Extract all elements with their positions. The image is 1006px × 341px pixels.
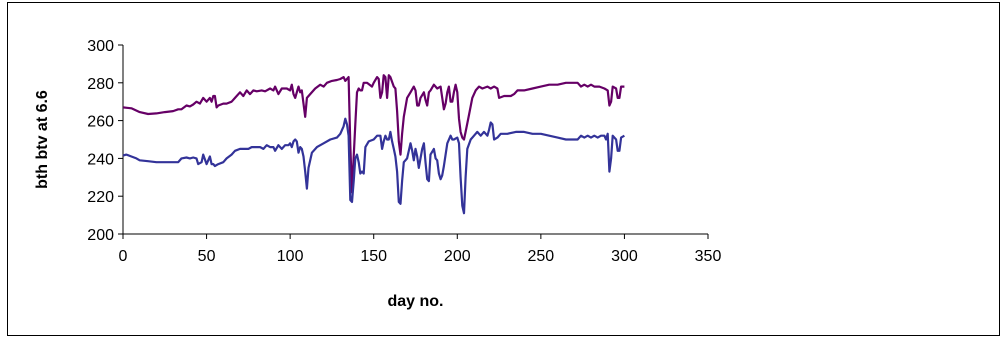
- x-tick-label: 150: [360, 248, 387, 265]
- y-tick-label: 200: [87, 227, 114, 244]
- y-tick-label: 280: [87, 76, 114, 93]
- series-line-1: [122, 74, 625, 194]
- x-tick-label: 200: [444, 248, 471, 265]
- x-tick-label: 50: [198, 248, 216, 265]
- series-line-2: [122, 117, 625, 215]
- x-tick-label: 100: [277, 248, 304, 265]
- y-tick-label: 220: [87, 189, 114, 206]
- plot-area: 200 220 240 260 280 300 0 50 100 150 200 250 300 350: [87, 38, 721, 265]
- y-tick-label: 260: [87, 114, 114, 131]
- y-tick-label: 240: [87, 151, 114, 168]
- x-tick-label: 250: [528, 248, 555, 265]
- x-tick-label: 0: [119, 248, 128, 265]
- x-axis-title: day no.: [387, 293, 443, 310]
- x-tick-label: 300: [611, 248, 638, 265]
- y-tick-label: 300: [87, 38, 114, 55]
- y-axis-title: bth btv at 6.6: [34, 90, 51, 189]
- x-tick-label: 350: [695, 248, 722, 265]
- chart-frame: 200 220 240 260 280 300 0 50 100 150 200 250 300 350 …: [7, 2, 1000, 336]
